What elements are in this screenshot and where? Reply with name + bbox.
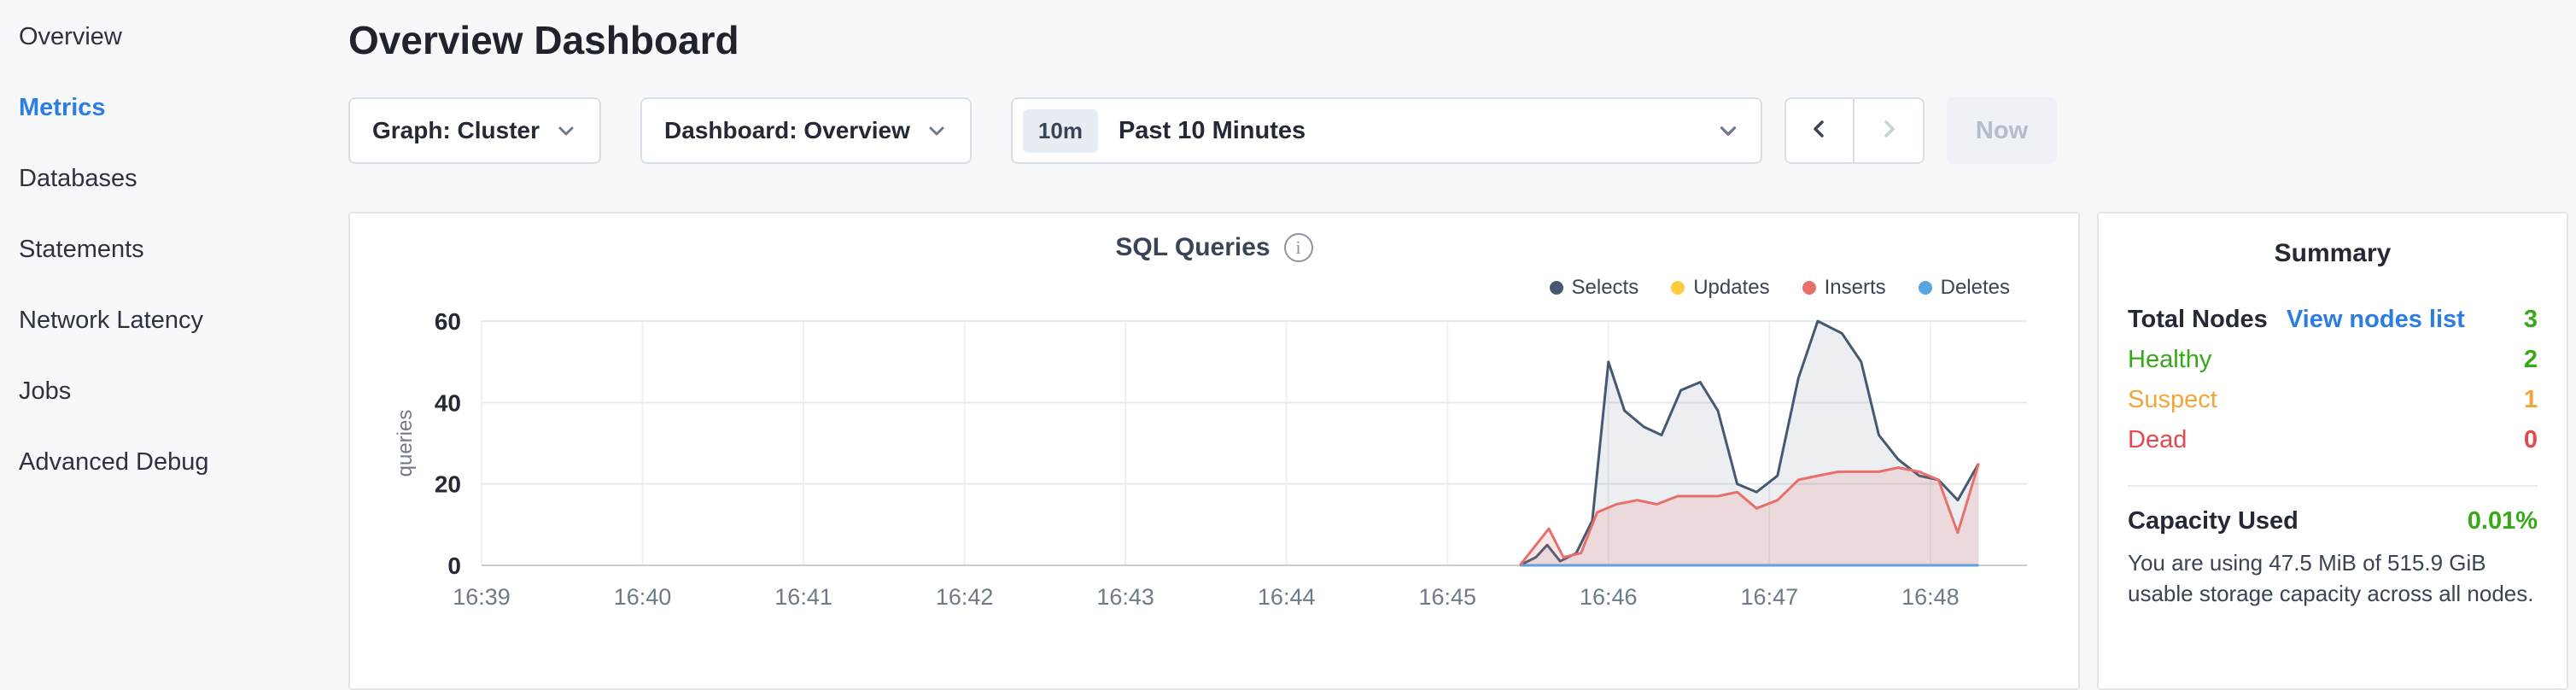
legend-label: Selects (1571, 276, 1639, 299)
time-range-selector[interactable]: 10m Past 10 Minutes (1010, 97, 1762, 164)
chart-title-row: SQL Queries i (350, 231, 2078, 265)
svg-text:16:45: 16:45 (1418, 584, 1476, 610)
legend-deletes[interactable]: Deletes (1918, 276, 2010, 300)
graph-dropdown-label: Graph: Cluster (372, 117, 540, 143)
main-content: Overview Dashboard Graph: Cluster Dashbo… (348, 0, 2568, 690)
sidebar-item-statements[interactable]: Statements (19, 236, 144, 263)
info-icon[interactable]: i (1283, 233, 1313, 262)
svg-text:16:48: 16:48 (1901, 584, 1960, 610)
sidebar-item-jobs[interactable]: Jobs (19, 377, 72, 405)
legend-dot-updates-icon (1671, 281, 1685, 295)
toolbar: Graph: Cluster Dashboard: Overview 10m P… (348, 97, 2568, 164)
summary-title: Summary (2274, 239, 2392, 267)
dead-label: Dead (2128, 426, 2188, 453)
svg-text:16:39: 16:39 (453, 584, 511, 610)
svg-text:60: 60 (435, 309, 461, 335)
summary-row-healthy: Healthy 2 (2128, 346, 2538, 386)
sidebar-item-metrics[interactable]: Metrics (19, 94, 106, 121)
now-button[interactable]: Now (1946, 97, 2058, 164)
page-title: Overview Dashboard (348, 18, 739, 62)
view-nodes-list-link[interactable]: View nodes list (2286, 306, 2465, 333)
svg-text:16:42: 16:42 (936, 584, 994, 610)
chevron-down-icon (1716, 119, 1740, 143)
chart-title: SQL Queries (1115, 233, 1270, 261)
sql-queries-panel: SQL Queries i Selects Updates Inserts (348, 212, 2080, 690)
total-nodes-label: Total Nodes (2128, 306, 2268, 333)
legend-inserts[interactable]: Inserts (1802, 276, 1886, 300)
svg-text:20: 20 (435, 471, 461, 498)
healthy-value: 2 (2523, 346, 2538, 373)
legend-label: Updates (1693, 276, 1770, 299)
svg-text:16:47: 16:47 (1741, 584, 1799, 610)
legend-dot-inserts-icon (1802, 281, 1816, 295)
svg-text:0: 0 (447, 553, 461, 579)
chevron-right-icon (1877, 117, 1901, 145)
time-range-label: Past 10 Minutes (1118, 116, 1306, 144)
summary-divider (2128, 485, 2538, 487)
total-nodes-value: 3 (2523, 306, 2538, 333)
time-range-badge: 10m (1022, 108, 1098, 153)
healthy-label: Healthy (2128, 346, 2212, 373)
capacity-description: You are using 47.5 MiB of 515.9 GiB usab… (2128, 550, 2534, 607)
graph-dropdown[interactable]: Graph: Cluster (348, 97, 602, 164)
legend-updates[interactable]: Updates (1671, 276, 1770, 300)
legend-selects[interactable]: Selects (1549, 276, 1639, 300)
time-step-buttons (1784, 97, 1925, 164)
dashboard-dropdown[interactable]: Dashboard: Overview (640, 97, 972, 164)
time-step-forward-button[interactable] (1854, 97, 1925, 164)
chevron-left-icon (1808, 117, 1831, 145)
legend-label: Inserts (1824, 276, 1886, 299)
svg-text:16:40: 16:40 (614, 584, 672, 610)
sidebar-item-advanced-debug[interactable]: Advanced Debug (19, 448, 209, 476)
svg-text:16:44: 16:44 (1258, 584, 1316, 610)
svg-text:16:46: 16:46 (1580, 584, 1638, 610)
summary-row-capacity: Capacity Used 0.01% (2128, 507, 2538, 535)
dashboard-panels: SQL Queries i Selects Updates Inserts (348, 212, 2568, 690)
sidebar: Overview Metrics Databases Statements Ne… (0, 0, 342, 498)
sidebar-item-overview[interactable]: Overview (19, 23, 122, 50)
suspect-value: 1 (2523, 386, 2538, 413)
dashboard-dropdown-label: Dashboard: Overview (664, 117, 910, 143)
legend-dot-deletes-icon (1918, 281, 1932, 295)
sidebar-item-network-latency[interactable]: Network Latency (19, 307, 203, 334)
chart-legend: Selects Updates Inserts Deletes (350, 273, 2078, 302)
capacity-used-label: Capacity Used (2128, 507, 2299, 535)
legend-dot-selects-icon (1549, 281, 1563, 295)
summary-row-dead: Dead 0 (2128, 426, 2538, 466)
summary-panel: Summary Total Nodes View nodes list 3 He… (2097, 212, 2568, 690)
summary-row-suspect: Suspect 1 (2128, 386, 2538, 426)
capacity-used-value: 0.01% (2467, 507, 2538, 535)
svg-text:16:41: 16:41 (774, 584, 832, 610)
chevron-down-icon (555, 120, 577, 142)
suspect-label: Suspect (2128, 386, 2217, 413)
svg-text:queries: queries (394, 410, 417, 477)
sql-queries-chart: 16:39 16:40 16:41 16:42 16:43 16:44 16:45 16:46… (394, 309, 2027, 610)
sidebar-item-databases[interactable]: Databases (19, 165, 137, 192)
time-step-back-button[interactable] (1784, 97, 1855, 164)
svg-text:40: 40 (435, 389, 461, 416)
summary-row-total-nodes: Total Nodes View nodes list 3 (2128, 306, 2538, 346)
legend-label: Deletes (1940, 276, 2010, 299)
chevron-down-icon (926, 120, 948, 142)
dead-value: 0 (2523, 426, 2538, 453)
svg-text:16:43: 16:43 (1096, 584, 1154, 610)
